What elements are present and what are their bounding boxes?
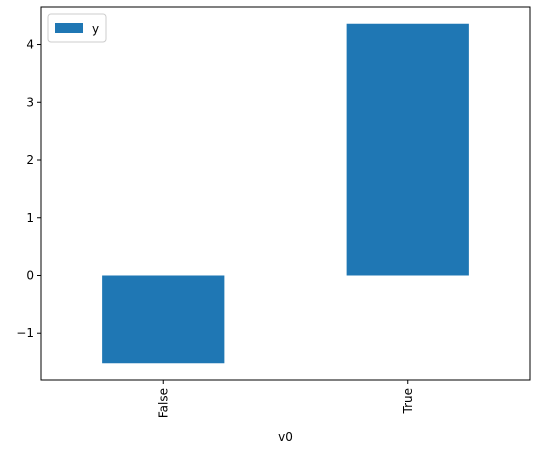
y-tick-label: −1 [16,326,34,340]
bar-true [346,23,469,276]
y-tick-label: 4 [26,38,34,52]
y-tick-label: 2 [26,153,34,167]
legend: y [47,13,107,43]
bar-false [102,275,225,364]
y-tick-label: 1 [26,211,34,225]
y-tick-label: 3 [26,95,34,109]
y-axis: −1 0 1 2 3 4 [16,38,41,340]
x-axis: False True [156,380,415,418]
y-tick-label: 0 [26,268,34,282]
bars-layer [102,23,469,364]
x-tick-label: True [401,388,415,415]
x-tick-label: False [156,388,170,418]
legend-label: y [92,22,99,36]
axes-frame [40,6,531,381]
x-axis-label: v0 [278,430,293,444]
legend-swatch [55,23,83,33]
